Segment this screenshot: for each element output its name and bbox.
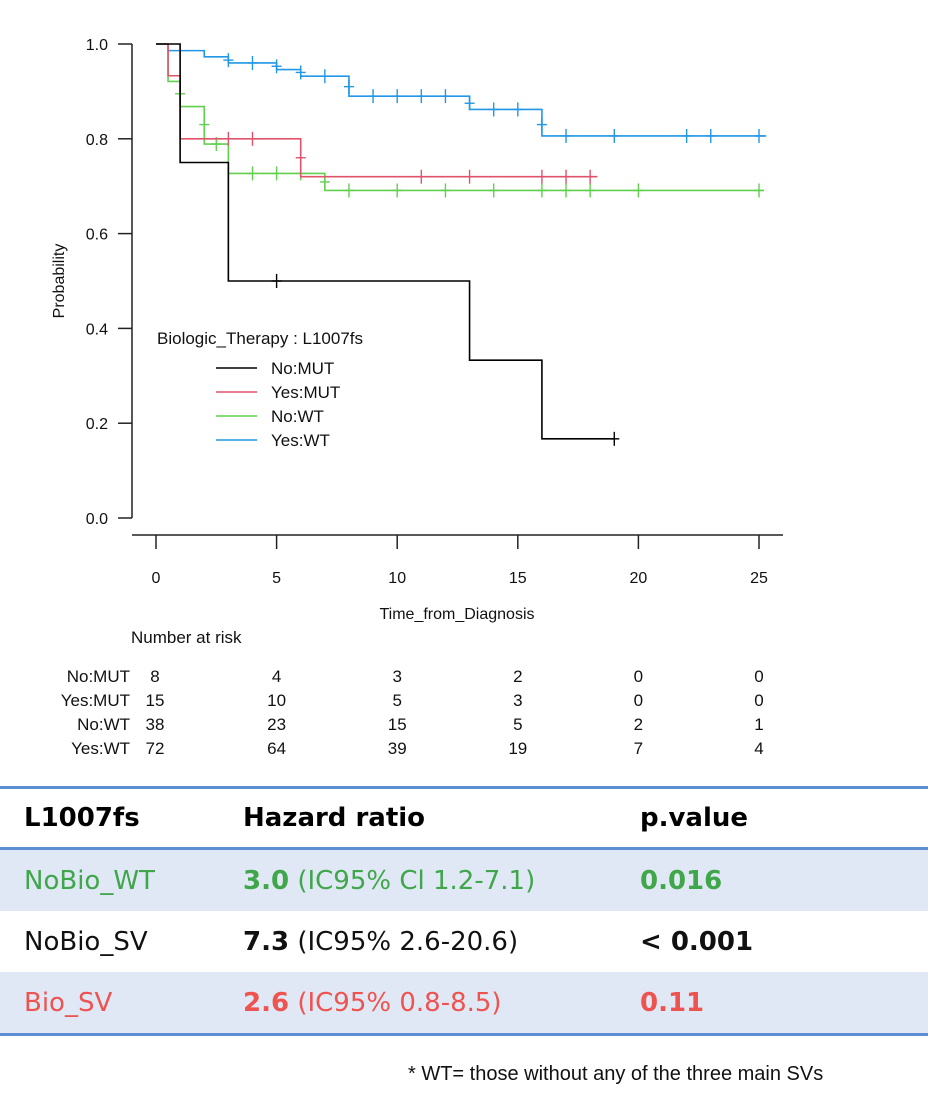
hazard-ratio-cell: 2.6 (IC95% 0.8-8.5) <box>243 988 502 1018</box>
risk-value: 5 <box>392 691 401 710</box>
risk-table-title: Number at risk <box>131 628 242 647</box>
risk-value: 2 <box>634 715 643 734</box>
hazard-ratio-cell: 3.0 (IC95% Cl 1.2-7.1) <box>243 866 535 896</box>
risk-value: 5 <box>513 715 522 734</box>
p-value: < 0.001 <box>640 926 754 957</box>
hazard-ratio-cell: 7.3 (IC95% 2.6-20.6) <box>243 927 518 957</box>
table-row: NoBio_SV 7.3 (IC95% 2.6-20.6) < 0.001 <box>0 911 928 972</box>
y-tick-label: 0.0 <box>86 511 108 528</box>
risk-value: 72 <box>146 739 165 758</box>
risk-value: 0 <box>634 667 643 686</box>
x-tick-label: 15 <box>509 570 527 587</box>
risk-value: 1 <box>754 715 763 734</box>
legend-label: No:WT <box>271 407 324 426</box>
footnote: * WT= those without any of the three mai… <box>408 1063 824 1085</box>
hazard-ratio-table: L1007fs Hazard ratio p.value NoBio_WT 3.… <box>0 786 928 1036</box>
y-tick-label: 0.2 <box>86 416 108 433</box>
risk-value: 15 <box>146 691 165 710</box>
x-tick-label: 0 <box>152 570 161 587</box>
risk-row-label: Yes:WT <box>71 739 130 758</box>
risk-value: 64 <box>267 739 286 758</box>
risk-value: 23 <box>267 715 286 734</box>
risk-value: 4 <box>754 739 763 758</box>
risk-value: 10 <box>267 691 286 710</box>
risk-value: 15 <box>388 715 407 734</box>
risk-value: 2 <box>513 667 522 686</box>
header-p-value: p.value <box>640 803 749 833</box>
survival-curve-yes-mut <box>156 43 598 178</box>
x-tick-label: 10 <box>388 570 406 587</box>
header-group: L1007fs <box>24 803 140 833</box>
risk-value: 0 <box>754 667 763 686</box>
table-row: Bio_SV 2.6 (IC95% 0.8-8.5) 0.11 <box>0 972 928 1036</box>
risk-value: 7 <box>634 739 643 758</box>
table-header-row: L1007fs Hazard ratio p.value <box>0 786 928 850</box>
legend-label: Yes:MUT <box>271 383 340 402</box>
ci-value: (IC95% 0.8-8.5) <box>289 987 502 1018</box>
header-hazard-ratio: Hazard ratio <box>243 803 426 833</box>
risk-value: 39 <box>388 739 407 758</box>
risk-value: 3 <box>392 667 401 686</box>
risk-row-label: No:WT <box>77 715 130 734</box>
survival-curve-no-mut <box>156 43 615 440</box>
hr-value: 3.0 <box>243 865 290 896</box>
legend-label: Yes:WT <box>271 431 330 450</box>
p-value: 0.016 <box>640 865 723 896</box>
risk-value: 4 <box>272 667 281 686</box>
risk-value: 19 <box>508 739 527 758</box>
risk-row-label: Yes:MUT <box>61 691 130 710</box>
hr-value: 7.3 <box>243 926 290 957</box>
legend: Biologic_Therapy : L1007fs No:MUT Yes:MUT N… <box>157 329 363 450</box>
y-tick-label: 1.0 <box>86 37 108 54</box>
y-tick-label: 0.4 <box>86 321 108 338</box>
ci-value: (IC95% 2.6-20.6) <box>289 926 519 957</box>
group-label: NoBio_SV <box>24 926 148 957</box>
legend-label: No:MUT <box>271 359 334 378</box>
group-label: NoBio_WT <box>24 865 155 896</box>
survival-curve-no-wt <box>156 43 764 192</box>
group-label: Bio_SV <box>24 987 113 1018</box>
km-chart: 0.00.20.40.60.81.00 5 10 15 20 25Time_from_Di… <box>51 37 783 758</box>
risk-value: 0 <box>634 691 643 710</box>
risk-value: 38 <box>146 715 165 734</box>
p-value: 0.11 <box>640 987 705 1018</box>
y-axis-label: Probability <box>51 244 68 319</box>
x-axis-label: Time_from_Diagnosis <box>379 606 534 623</box>
survival-curves <box>156 43 767 446</box>
risk-row-label: No:MUT <box>67 667 130 686</box>
ci-value: (IC95% Cl 1.2-7.1) <box>289 865 536 896</box>
x-tick-label: 20 <box>630 570 648 587</box>
y-tick-label: 0.8 <box>86 132 108 149</box>
survival-curve-yes-wt <box>156 43 767 137</box>
risk-value: 0 <box>754 691 763 710</box>
x-tick-label: 25 <box>750 570 768 587</box>
risk-value: 8 <box>150 667 159 686</box>
x-tick-label: 5 <box>272 570 281 587</box>
hr-value: 2.6 <box>243 987 290 1018</box>
legend-title: Biologic_Therapy : L1007fs <box>157 329 363 348</box>
axes: 0.0 0.2 0.4 0.6 0.8 1.0 0 5 10 15 20 25 Time_from_Di… <box>51 37 783 623</box>
table-row: NoBio_WT 3.0 (IC95% Cl 1.2-7.1) 0.016 <box>0 850 928 911</box>
risk-value: 3 <box>513 691 522 710</box>
y-tick-label: 0.6 <box>86 227 108 244</box>
